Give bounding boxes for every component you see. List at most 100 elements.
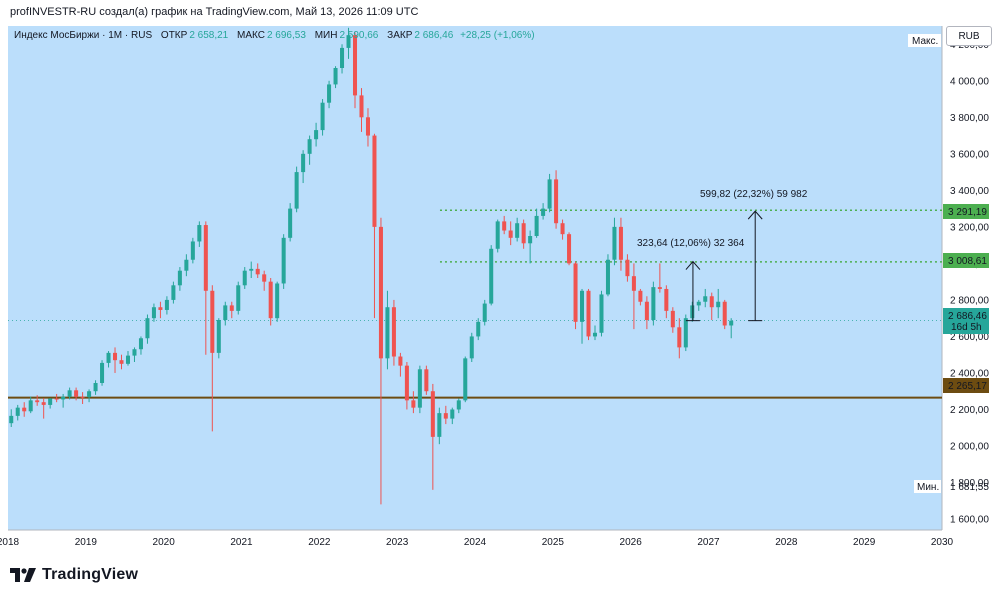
candle [670,307,675,333]
tradingview-logo[interactable]: TradingView [10,566,138,584]
candle [307,135,312,165]
plot-area[interactable] [8,26,942,530]
candle-body [722,301,727,326]
x-tick-label: 2019 [75,537,98,548]
candle [664,285,669,319]
y-tick-label: 3 200,00 [950,222,989,233]
tag-current-price [943,308,989,334]
candle [391,299,396,366]
candle-body [223,305,228,320]
candle [80,392,85,404]
candle-body [164,299,169,310]
candle-body [9,415,14,424]
candle [599,290,604,337]
candle-body [106,352,111,363]
candle-body [249,268,254,271]
candle-body [216,320,221,353]
candle [177,267,182,291]
candle-body [541,208,546,216]
candle [411,391,416,414]
candle-body [599,294,604,333]
candle-body [476,321,481,337]
candle [48,398,53,409]
candle [125,351,131,366]
candle [301,150,306,184]
candle-body [612,226,617,260]
x-tick-label: 2029 [853,537,876,548]
candle [592,325,598,341]
candle-body [521,223,526,244]
candle [340,44,345,74]
candle [242,267,247,289]
candle-body [372,135,377,227]
candle [404,362,409,410]
candle [22,402,27,417]
candle [281,234,286,289]
candle [476,318,481,341]
candle [93,380,98,395]
measure-arrows [685,210,763,322]
annotation-target-2: 599,82 (22,32%) 59 982 [700,189,808,200]
candle [151,303,156,322]
candle [229,301,234,319]
candle [262,270,267,291]
candle-body [54,398,59,400]
candle [508,221,513,246]
candle [631,263,636,330]
candle-body [398,356,403,366]
candle-body [61,396,66,400]
x-tick-label: 2024 [464,537,487,548]
legend-high-label: МАКС [237,30,265,41]
candle [690,301,695,322]
y-tick-label: 3 600,00 [950,149,989,160]
tradingview-logo-icon [10,568,36,582]
candle [534,208,539,238]
candle-body [171,285,176,300]
candle-body [236,285,241,311]
x-tick-label: 2026 [620,537,643,548]
currency-badge[interactable]: RUB [946,26,992,46]
legend-open-value: 2 658,21 [189,30,228,41]
candle [554,170,559,229]
candle [417,365,422,414]
candle [41,398,46,419]
candle-body [729,320,734,326]
candle [528,230,533,264]
candle-body [177,270,182,286]
tag-current-price-text: 2 686,46 [948,311,987,322]
candle-body [197,225,202,242]
price-axis[interactable]: 1 600,00 1 800,00 2 000,00 2 200,00 2 400,00… [950,40,989,526]
time-axis[interactable]: 2018 2019 2020 2021 2022 2023 2024 2025 2026 2027… [0,537,954,548]
candle-body [703,296,708,302]
candle-body [547,179,552,209]
candle [515,217,520,242]
candle [521,219,526,249]
candle [398,352,403,377]
y-tick-label: 3 800,00 [950,113,989,124]
candle-body [327,84,332,103]
candle-body [294,172,299,209]
candle-body [268,281,273,319]
candle-body [651,287,656,320]
candle [696,299,701,311]
candle-body [625,259,630,277]
candle-body [463,358,468,401]
candle [190,237,195,264]
candle-body [352,35,358,96]
candle-body [288,208,293,238]
candle-body [580,290,585,322]
candle [35,395,40,406]
candle-body [151,307,156,319]
measure-arrow [747,210,763,322]
candle [372,133,377,319]
candle [709,292,714,320]
candle [463,356,468,403]
measure-arrow-head [747,210,763,220]
candle [145,314,150,344]
candle-body [657,287,662,289]
candle-body [618,226,623,260]
candle [729,318,734,339]
candle-body [15,407,20,416]
y-tick-label: 1 800,00 [950,478,989,489]
